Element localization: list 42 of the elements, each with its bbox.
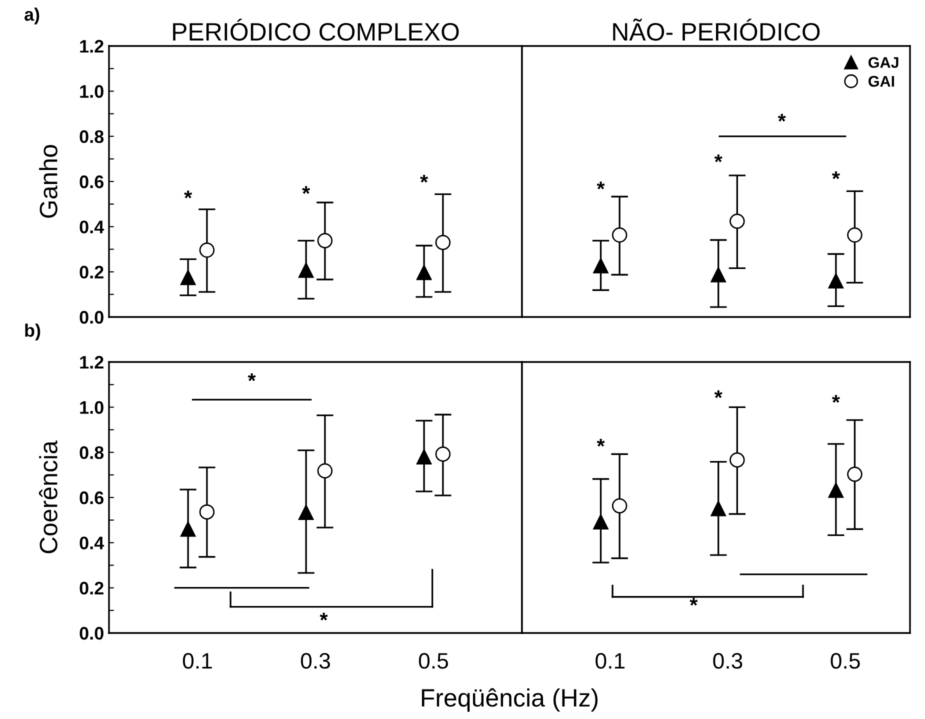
y-tick-label: 1.2 [80, 40, 104, 53]
chart-title: PERIÓDICO COMPLEXO [173, 18, 459, 41]
legend-label: GAJ [868, 57, 898, 68]
y-tick-label: 0.4 [80, 220, 104, 234]
y-tick-label: 0.6 [80, 491, 104, 504]
annotation: * [714, 390, 722, 398]
annotation: * [420, 174, 428, 183]
x-tick-label: 0.1 [182, 653, 212, 669]
y-tick-label: 1.2 [80, 356, 104, 369]
y-tick-label: 1.0 [80, 401, 104, 414]
annotation: * [248, 373, 256, 382]
text: a) [24, 8, 40, 24]
annotation: * [302, 186, 310, 194]
y-axis-title: Ganho [39, 145, 58, 218]
y-tick-label: 0.6 [80, 175, 104, 188]
x-tick-label: 0.3 [713, 653, 742, 669]
annotation: * [320, 612, 328, 621]
y-tick-label: 0.8 [80, 130, 104, 144]
x-tick-label: 0.3 [300, 653, 330, 669]
y-tick-label: 0.2 [80, 582, 104, 595]
y-axis-title: Coerência [38, 440, 58, 554]
y-tick-label: 0.0 [80, 626, 104, 640]
chart-title: NÃO- PERIÓDICO [613, 18, 820, 41]
annotation: * [714, 154, 722, 162]
y-tick-label: 0.8 [80, 446, 104, 460]
annotation: * [596, 438, 605, 447]
x-axis-title: Freqüência (Hz) [422, 688, 598, 712]
x-tick-label: 0.1 [596, 653, 625, 669]
y-tick-label: 0.2 [80, 266, 104, 279]
y-tick-label: 0.4 [80, 536, 104, 550]
x-tick-label: 0.5 [830, 653, 860, 669]
annotation: * [184, 190, 192, 198]
y-tick-label: 1.0 [80, 85, 104, 98]
annotation: * [778, 114, 786, 122]
annotation: * [832, 171, 840, 180]
x-tick-label: 0.5 [418, 653, 448, 669]
text: b) [25, 324, 40, 340]
annotation: * [690, 598, 698, 606]
legend-label: GAI [868, 76, 894, 87]
annotation: * [596, 182, 605, 190]
annotation: * [832, 395, 840, 403]
y-tick-label: 0.0 [80, 310, 104, 324]
